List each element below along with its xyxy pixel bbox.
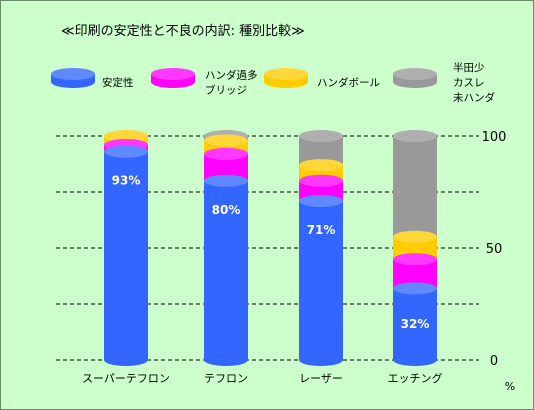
chart-title: ≪印刷の安定性と不良の内訳: 種別比較≫ [61,23,305,39]
x-category-label: テフロン [204,372,248,385]
y-axis: 0 50 100 [482,130,507,369]
legend-swatch [393,68,437,88]
legend-swatch [51,68,95,88]
legend-label: ハンダボール [317,76,380,89]
bar-segment [393,130,437,243]
y-tick-label: 50 [486,242,503,257]
x-category-label: レーザー [299,372,343,385]
data-label: 80% [212,203,241,217]
x-category-label: スーパーテフロン [82,372,170,385]
data-label: 93% [112,174,141,188]
bar-segment [104,145,148,366]
bar-segment [393,282,437,366]
legend-swatch [151,68,195,88]
y-tick-label: 0 [490,354,498,369]
legend-swatch [264,68,308,88]
data-label: 71% [307,223,336,237]
bar-group: 93% スーパーテフロン [82,130,170,385]
bar-segment [299,194,343,366]
y-axis-unit: % [505,380,515,393]
x-category-label: エッチング [388,371,443,385]
bar-group: 32% エッチング [388,130,443,385]
y-tick-label: 100 [482,130,507,145]
bars: 93% スーパーテフロン 80% テフロン 71% レーザー 32% エッチング [82,130,443,385]
legend-label: 半田少カスレ未ハンダ [453,61,495,104]
legend: 安定性 ハンダ過多ブリッジ ハンダボール 半田少カスレ未ハンダ [51,61,495,104]
data-label: 32% [401,317,430,331]
bar-segment [204,174,248,366]
bar-group: 71% レーザー [299,130,343,385]
legend-label: 安定性 [102,76,134,89]
legend-label: ハンダ過多ブリッジ [205,69,258,97]
bar-group: 80% テフロン [204,130,248,385]
